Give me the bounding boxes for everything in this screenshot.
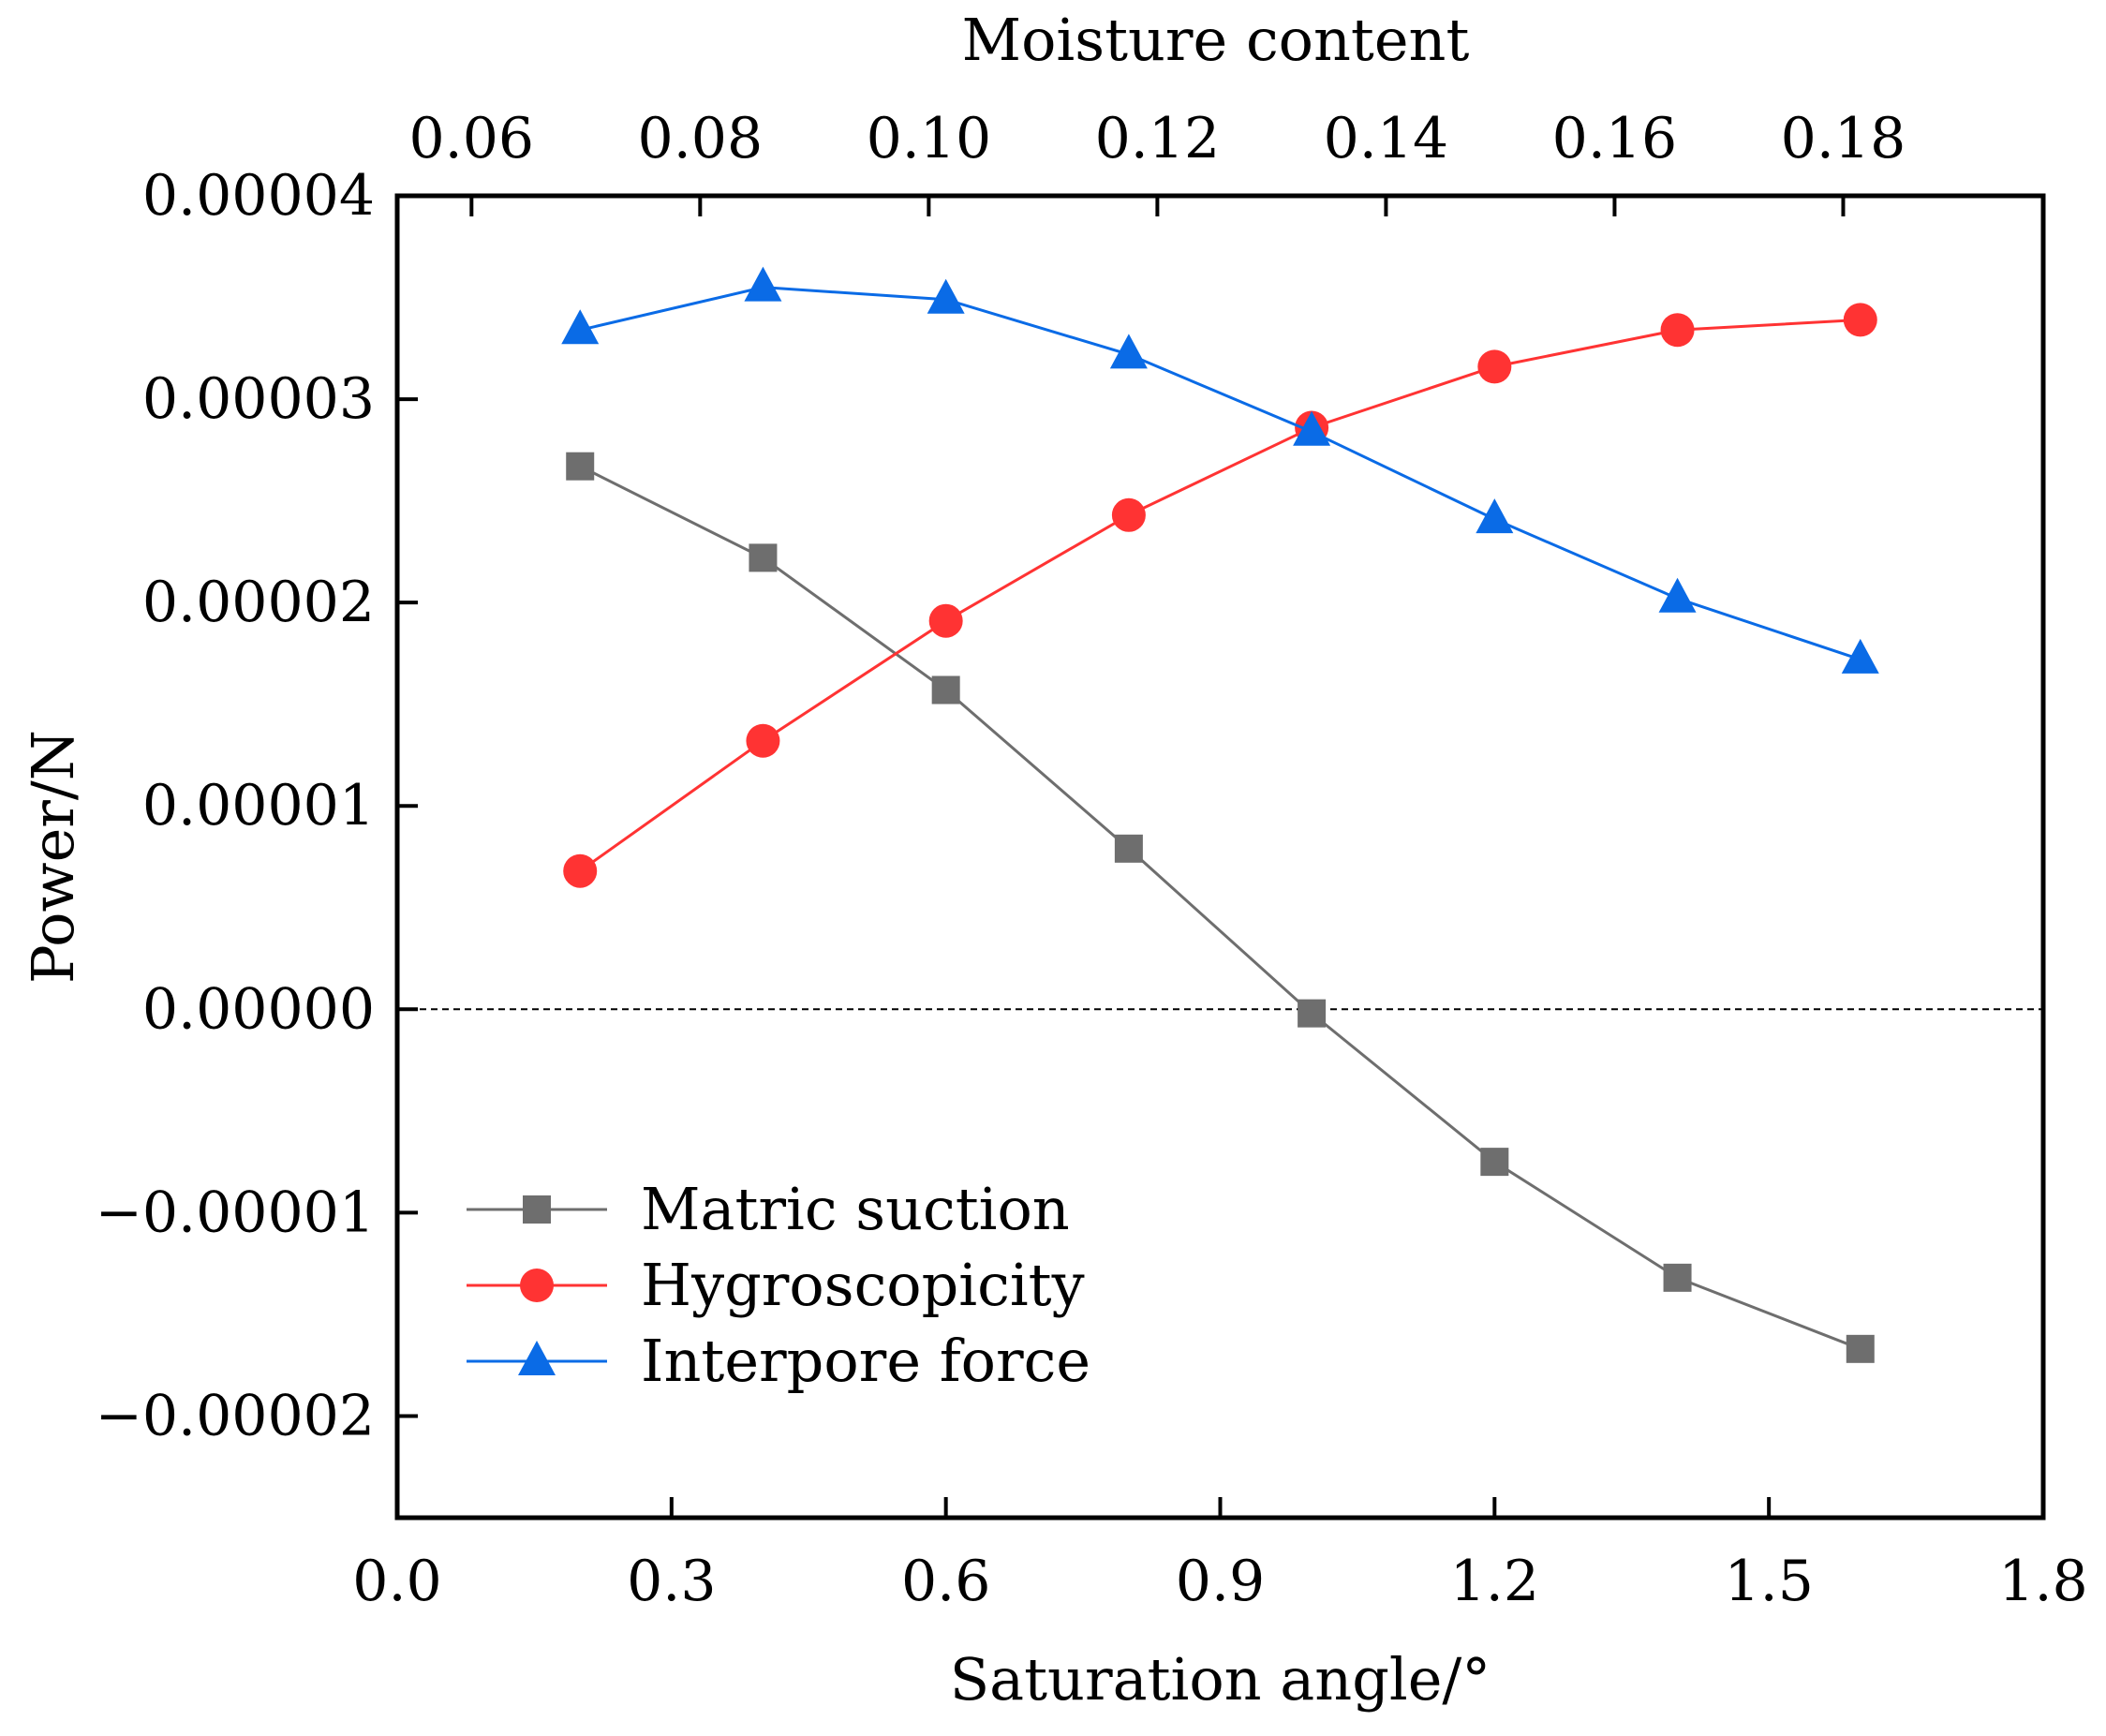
legend-item: Matric suction bbox=[467, 1175, 1070, 1243]
legend-marker bbox=[520, 1269, 554, 1302]
legend-label: Matric suction bbox=[641, 1175, 1070, 1243]
series-interpore-force bbox=[561, 266, 1879, 674]
legend-marker bbox=[523, 1195, 551, 1224]
data-point bbox=[1114, 834, 1143, 863]
data-point bbox=[744, 266, 782, 302]
x-tick-label: 0.6 bbox=[901, 1549, 990, 1614]
x-tick-label: 1.8 bbox=[1998, 1549, 2087, 1614]
data-point bbox=[1293, 410, 1331, 446]
x-axis-title: Saturation angle/° bbox=[950, 1645, 1491, 1714]
x-tick-label: 0.9 bbox=[1176, 1549, 1265, 1614]
data-point bbox=[1480, 1148, 1509, 1177]
legend-marker bbox=[518, 1341, 556, 1375]
data-point bbox=[1660, 313, 1695, 348]
series-hygroscopicity bbox=[563, 303, 1877, 888]
data-point bbox=[1843, 303, 1877, 337]
data-point bbox=[1477, 349, 1512, 384]
data-point bbox=[746, 723, 780, 758]
x-tick-label: 0.0 bbox=[352, 1549, 441, 1614]
data-point bbox=[1846, 1334, 1875, 1363]
data-point bbox=[1109, 334, 1148, 369]
series-line bbox=[579, 318, 1861, 872]
legend: Matric suction Hygroscopicity Interpore fo… bbox=[467, 1175, 1090, 1395]
legend-label: Hygroscopicity bbox=[641, 1251, 1085, 1319]
data-point bbox=[928, 603, 963, 638]
top-axis-title: Moisture content bbox=[962, 6, 1470, 74]
top-tick-label: 0.14 bbox=[1324, 106, 1449, 171]
data-point bbox=[566, 452, 595, 481]
x-tick-label: 0.3 bbox=[627, 1549, 716, 1614]
data-point bbox=[561, 309, 600, 345]
top-tick-label: 0.08 bbox=[638, 106, 764, 171]
top-tick-label: 0.16 bbox=[1552, 106, 1678, 171]
series-line bbox=[579, 465, 1861, 1351]
y-tick-label: 0.00002 bbox=[142, 570, 375, 635]
legend-item: Interpore force bbox=[467, 1327, 1090, 1395]
data-point bbox=[1658, 577, 1697, 613]
data-point bbox=[1111, 497, 1146, 532]
top-tick-label: 0.12 bbox=[1095, 106, 1221, 171]
data-point bbox=[749, 543, 778, 572]
data-point bbox=[1298, 999, 1327, 1028]
y-tick-label: 0.00001 bbox=[142, 773, 375, 838]
top-tick-label: 0.06 bbox=[409, 106, 535, 171]
data-point bbox=[931, 675, 960, 705]
top-tick-label: 0.10 bbox=[867, 106, 992, 171]
data-point bbox=[927, 278, 965, 314]
data-point bbox=[1476, 498, 1514, 534]
series-line bbox=[579, 286, 1861, 661]
x-tick-label: 1.5 bbox=[1724, 1549, 1813, 1614]
top-tick-label: 0.18 bbox=[1781, 106, 1906, 171]
y-tick-label: −0.00001 bbox=[96, 1180, 375, 1245]
legend-label: Interpore force bbox=[641, 1327, 1090, 1395]
legend-item: Hygroscopicity bbox=[467, 1251, 1085, 1319]
y-axis-title: Power/N bbox=[19, 730, 87, 984]
y-tick-label: 0.00003 bbox=[142, 366, 375, 432]
data-point bbox=[1663, 1263, 1692, 1292]
y-tick-label: 0.00000 bbox=[142, 976, 375, 1042]
series-matric-suction bbox=[566, 452, 1875, 1363]
x-tick-label: 1.2 bbox=[1450, 1549, 1539, 1614]
data-point bbox=[563, 853, 598, 888]
data-point bbox=[1841, 638, 1879, 674]
y-tick-label: −0.00002 bbox=[96, 1383, 375, 1448]
y-tick-label: 0.00004 bbox=[142, 163, 375, 229]
